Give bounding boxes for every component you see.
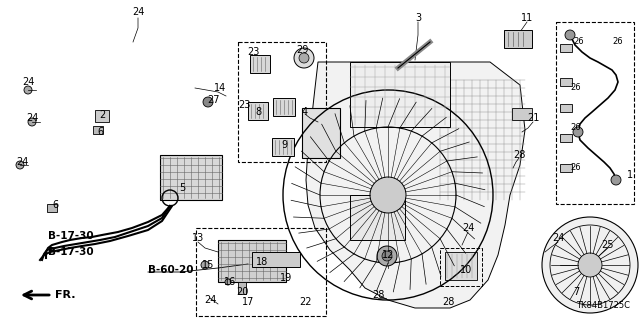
- Text: 6: 6: [52, 200, 58, 210]
- Text: TK84B1725C: TK84B1725C: [576, 301, 630, 310]
- Circle shape: [542, 217, 638, 313]
- Text: 24: 24: [16, 157, 28, 167]
- Text: 22: 22: [299, 297, 311, 307]
- Text: 27: 27: [207, 95, 220, 105]
- Text: 24: 24: [552, 233, 564, 243]
- Bar: [302, 108, 340, 158]
- Circle shape: [299, 53, 309, 63]
- Text: 29: 29: [296, 45, 308, 55]
- Circle shape: [370, 177, 406, 213]
- Text: 28: 28: [372, 290, 384, 300]
- Bar: [350, 62, 450, 127]
- Text: 24: 24: [22, 77, 34, 87]
- Bar: [218, 240, 286, 282]
- Bar: [440, 248, 482, 286]
- Text: 15: 15: [202, 260, 214, 270]
- Bar: [560, 44, 572, 52]
- Circle shape: [201, 261, 209, 269]
- Bar: [560, 78, 572, 86]
- Text: B-17-30: B-17-30: [48, 247, 93, 257]
- Bar: [560, 134, 572, 142]
- Bar: [248, 102, 268, 120]
- Bar: [445, 252, 477, 280]
- Text: 23: 23: [247, 47, 259, 57]
- Polygon shape: [306, 62, 525, 308]
- Bar: [350, 195, 405, 240]
- Circle shape: [578, 253, 602, 277]
- Text: 26: 26: [612, 37, 623, 46]
- Circle shape: [203, 97, 213, 107]
- Text: 8: 8: [255, 107, 261, 117]
- Bar: [273, 98, 295, 116]
- Text: 21: 21: [527, 113, 539, 123]
- Text: 16: 16: [224, 277, 236, 287]
- Text: 20: 20: [236, 287, 248, 297]
- Bar: [504, 30, 532, 48]
- Text: 28: 28: [513, 150, 525, 160]
- Text: 26: 26: [571, 84, 581, 92]
- Text: 1: 1: [627, 170, 633, 180]
- Bar: [160, 155, 222, 200]
- Bar: [272, 138, 294, 156]
- Circle shape: [24, 86, 32, 94]
- Text: 4: 4: [302, 107, 308, 117]
- Text: 26: 26: [571, 124, 581, 132]
- Text: 24: 24: [462, 223, 474, 233]
- Text: FR.: FR.: [55, 290, 76, 300]
- Circle shape: [294, 48, 314, 68]
- Text: 24: 24: [26, 113, 38, 123]
- Bar: [238, 42, 326, 162]
- Text: 24: 24: [132, 7, 144, 17]
- Bar: [95, 110, 109, 122]
- Bar: [196, 228, 326, 316]
- Text: 6: 6: [97, 127, 103, 137]
- Bar: [512, 108, 532, 120]
- Text: 13: 13: [192, 233, 204, 243]
- Text: 7: 7: [573, 287, 579, 297]
- Text: 24: 24: [204, 295, 216, 305]
- Text: 19: 19: [280, 273, 292, 283]
- Text: 26: 26: [573, 37, 584, 46]
- Bar: [556, 22, 634, 204]
- Bar: [250, 55, 270, 73]
- Text: 10: 10: [460, 265, 472, 275]
- Bar: [252, 252, 300, 267]
- Text: 12: 12: [382, 250, 394, 260]
- Text: 26: 26: [571, 164, 581, 172]
- Text: 17: 17: [242, 297, 254, 307]
- Circle shape: [573, 127, 583, 137]
- Text: 11: 11: [521, 13, 533, 23]
- Text: 28: 28: [442, 297, 454, 307]
- Bar: [47, 204, 57, 212]
- Bar: [93, 126, 103, 134]
- Text: 18: 18: [256, 257, 268, 267]
- Bar: [560, 104, 572, 112]
- Text: 14: 14: [214, 83, 226, 93]
- Text: 25: 25: [602, 240, 614, 250]
- Text: 9: 9: [281, 140, 287, 150]
- Bar: [238, 282, 246, 294]
- Text: 2: 2: [99, 110, 105, 120]
- Circle shape: [565, 30, 575, 40]
- Text: 5: 5: [179, 183, 185, 193]
- Circle shape: [611, 175, 621, 185]
- Circle shape: [377, 246, 397, 266]
- Text: 23: 23: [238, 100, 250, 110]
- Circle shape: [16, 161, 24, 169]
- Circle shape: [28, 118, 36, 126]
- Circle shape: [225, 279, 231, 285]
- Text: 3: 3: [415, 13, 421, 23]
- Bar: [560, 164, 572, 172]
- Text: B-60-20: B-60-20: [148, 265, 193, 275]
- Text: B-17-30: B-17-30: [48, 231, 93, 241]
- Circle shape: [382, 251, 392, 261]
